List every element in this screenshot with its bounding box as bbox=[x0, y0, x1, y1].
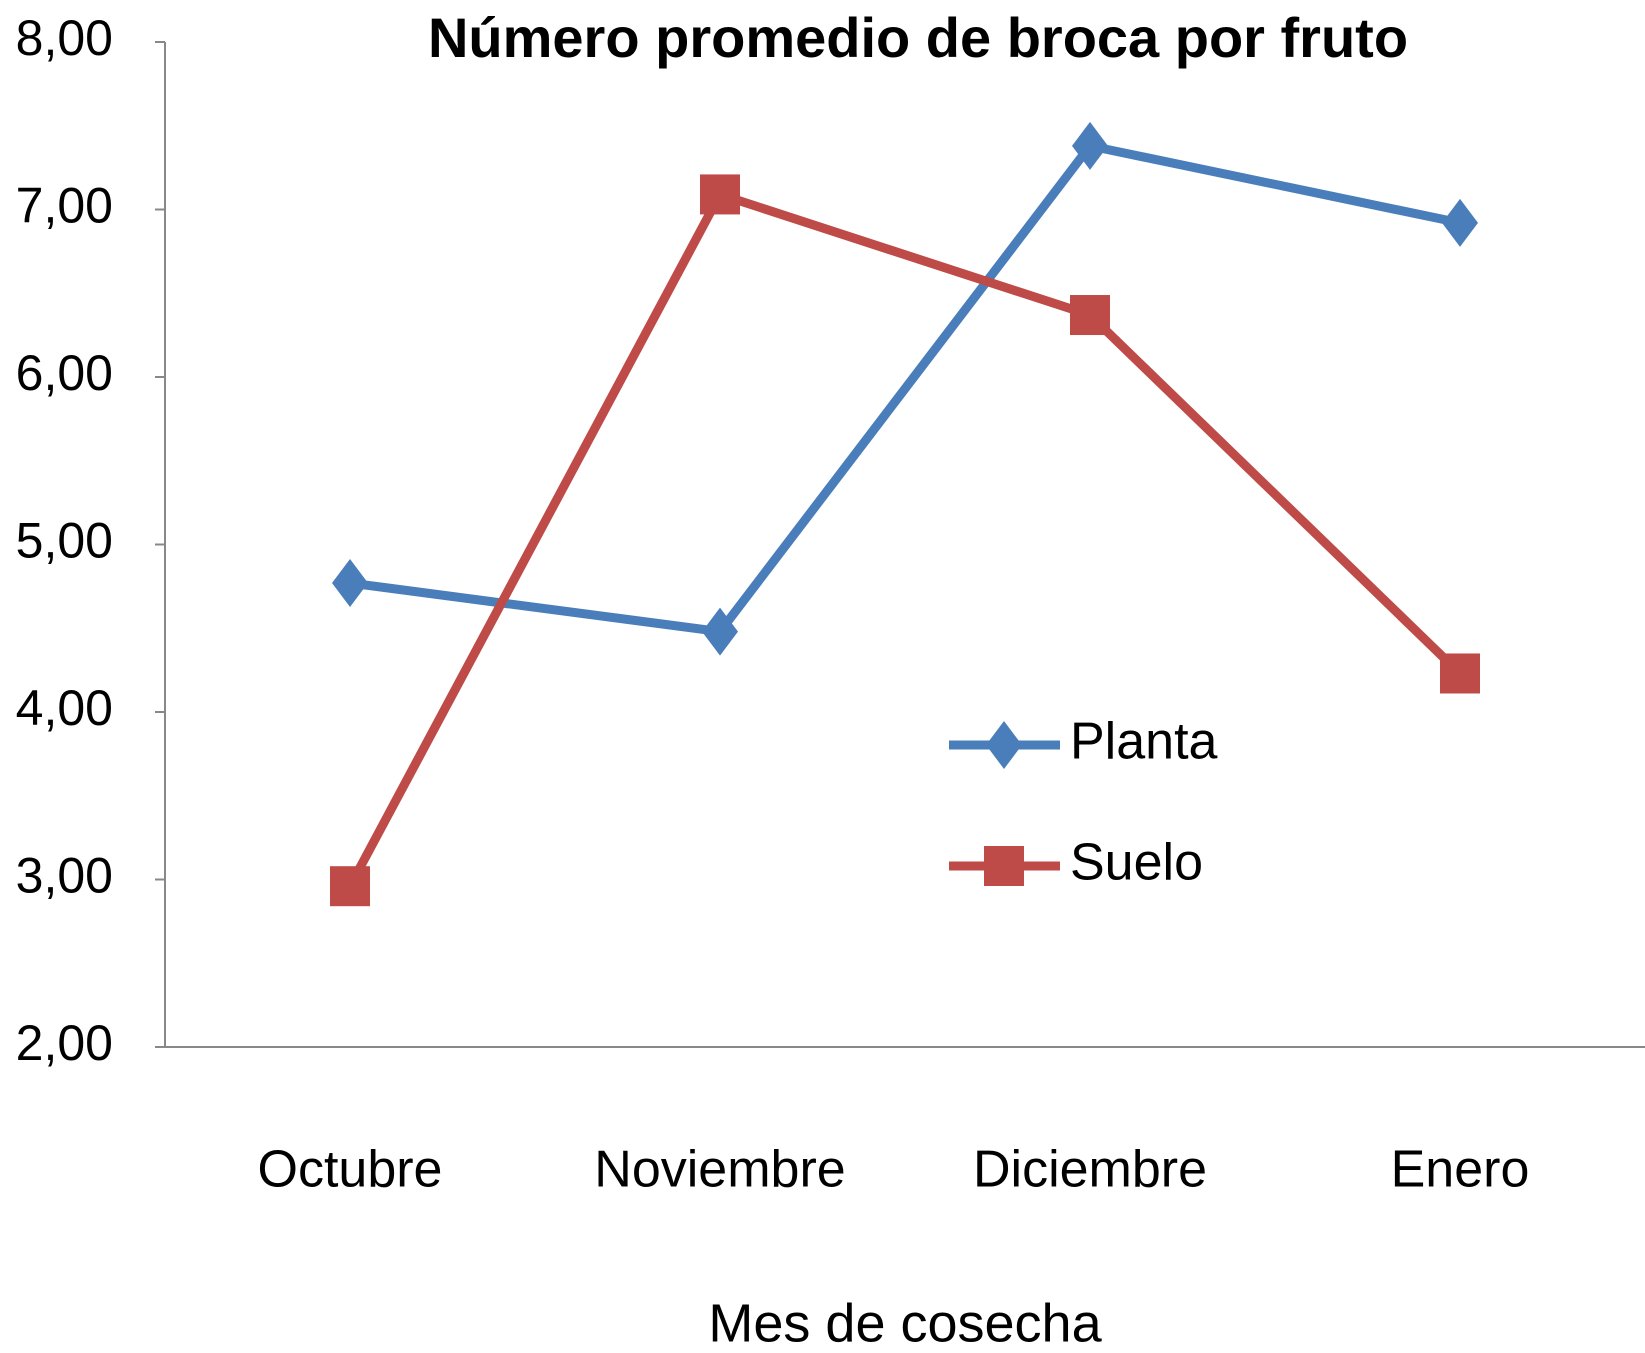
x-axis-title: Mes de cosecha bbox=[708, 1293, 1102, 1353]
marker bbox=[1072, 121, 1108, 170]
series-line bbox=[349, 141, 1461, 637]
marker bbox=[1070, 295, 1110, 336]
y-tick-label: 8,00 bbox=[16, 10, 113, 66]
x-tick-label: Noviembre bbox=[594, 1141, 845, 1199]
marker bbox=[1440, 653, 1480, 694]
x-tick-label: Enero bbox=[1391, 1141, 1530, 1199]
y-tick-label: 6,00 bbox=[16, 345, 113, 401]
y-tick-label: 5,00 bbox=[16, 513, 113, 569]
y-tick-label: 7,00 bbox=[16, 178, 113, 234]
legend-label: Planta bbox=[1070, 713, 1218, 771]
y-tick-label: 2,00 bbox=[16, 1015, 113, 1071]
legend-label: Suelo bbox=[1070, 834, 1203, 892]
x-tick-label: Diciembre bbox=[973, 1141, 1207, 1199]
legend-marker bbox=[986, 721, 1022, 769]
legend-marker bbox=[984, 846, 1024, 886]
marker bbox=[702, 607, 738, 656]
series-line bbox=[346, 189, 1464, 889]
y-tick-label: 3,00 bbox=[16, 848, 113, 904]
chart-title: Número promedio de broca por fruto bbox=[428, 6, 1408, 69]
y-tick-label: 4,00 bbox=[16, 680, 113, 736]
marker bbox=[330, 866, 370, 907]
marker bbox=[332, 559, 368, 608]
marker bbox=[700, 174, 740, 215]
x-tick-label: Octubre bbox=[258, 1141, 443, 1199]
marker bbox=[1442, 198, 1478, 247]
